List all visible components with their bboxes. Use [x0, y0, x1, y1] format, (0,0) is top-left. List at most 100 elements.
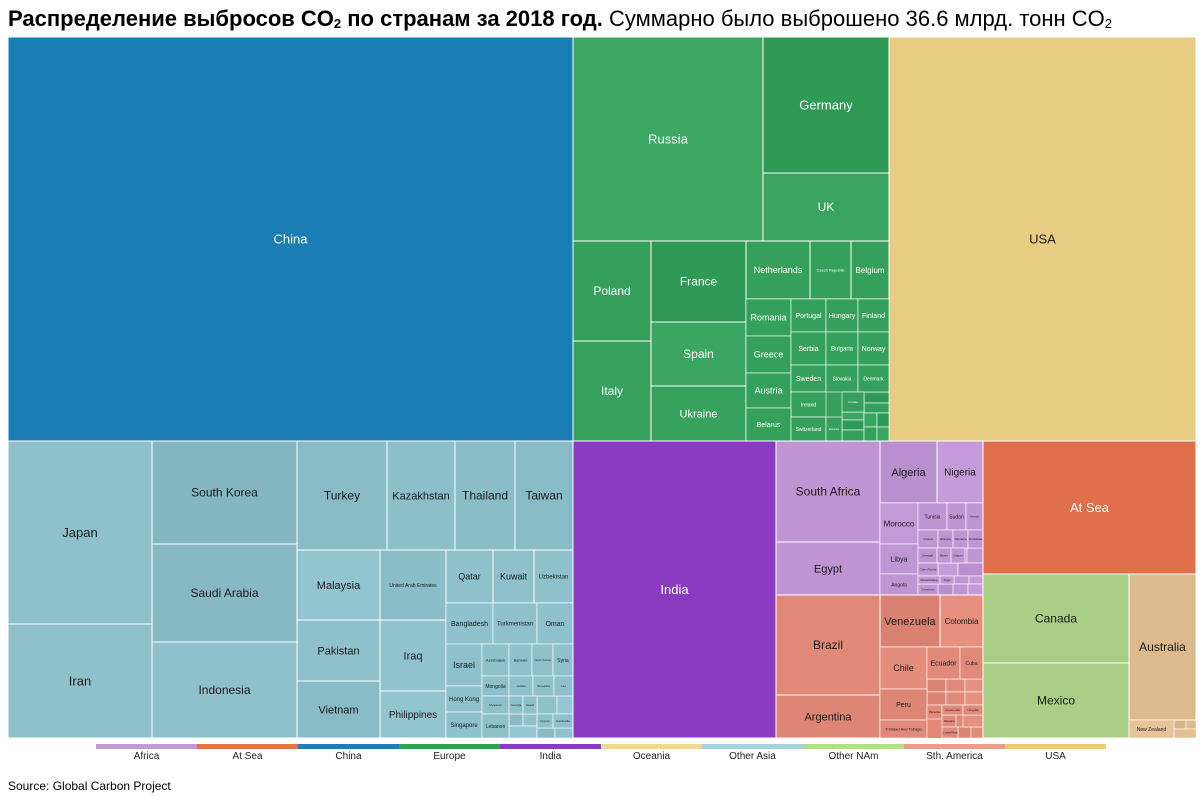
treemap-label-switzerland: Switzerland [796, 427, 822, 433]
treemap-label-oman: Oman [545, 621, 564, 628]
treemap-cell-australia [1128, 573, 1197, 721]
treemap-label-iran: Iran [69, 674, 91, 689]
treemap-minor-cell [556, 695, 574, 715]
treemap-minor-cell [957, 726, 972, 739]
treemap-label-norway: Norway [862, 346, 886, 353]
treemap-label-guatemala: Guatemala [945, 708, 960, 712]
treemap-label-malaysia: Malaysia [317, 580, 361, 592]
treemap-minor-cell [957, 562, 984, 577]
treemap-label-nepal: Nepal [526, 703, 534, 707]
treemap-label-ecuador: Ecuador [930, 660, 957, 667]
treemap-label-romania: Romania [750, 313, 786, 323]
treemap-label-poland: Poland [593, 284, 630, 298]
treemap-minor-cell [536, 727, 556, 739]
treemap-minor-cell [967, 583, 984, 596]
legend-label-india: India [540, 751, 562, 762]
treemap-cell-russia [572, 36, 764, 242]
treemap-minor-cell [926, 678, 947, 693]
treemap-label-lao: Lao [561, 684, 566, 688]
treemap-label-hungary: Hungary [829, 313, 856, 320]
treemap-label-south-africa: South Africa [796, 485, 861, 499]
treemap-label-cambodia: Cambodia [556, 719, 570, 723]
treemap-label-thailand: Thailand [462, 489, 508, 503]
treemap-cell-singapore [445, 711, 483, 739]
treemap-minor-cell [953, 575, 970, 585]
treemap-cell-spain [650, 321, 747, 387]
treemap-label-gabon: Gabon [953, 554, 962, 558]
treemap-label-sweden: Sweden [796, 376, 821, 383]
treemap-label-uruguay: Uruguay [967, 708, 979, 712]
treemap-cell-trinidad-and-tobago [879, 719, 928, 739]
treemap-label-austria: Austria [754, 386, 782, 396]
treemap-label-georgia: Georgia [511, 703, 522, 707]
legend-label-other-nam: Other NAm [828, 751, 878, 762]
treemap-label-new-zealand: New Zealand [1137, 727, 1167, 733]
treemap-label-myanmar: Myanmar [489, 703, 502, 707]
treemap-label-ukraine: Ukraine [680, 408, 718, 420]
treemap-label-tanzania: Tanzania [954, 537, 966, 541]
treemap-label-egypt: Egypt [814, 563, 842, 575]
treemap-label-tunisia: Tunisia [925, 514, 941, 520]
treemap-minor-cell [841, 419, 865, 431]
treemap-cell-serbia [790, 331, 827, 366]
treemap-label-philippines: Philippines [389, 710, 437, 721]
source-note: Source: Global Carbon Project [8, 779, 171, 793]
treemap-cell-lebanon [481, 713, 510, 739]
title-normal-part: Суммарно было выброшено 36.6 млрд. тонн … [602, 6, 1105, 31]
legend-label-sth-america: Sth. America [926, 751, 983, 762]
treemap-cell-mexico [982, 662, 1130, 739]
legend-label-africa: Africa [134, 751, 160, 762]
treemap-label-brazil: Brazil [813, 638, 843, 652]
treemap-label-estonia: Estonia [829, 427, 839, 431]
treemap-label-greece: Greece [754, 350, 784, 360]
treemap-cell-uzbekistan [533, 549, 574, 604]
treemap-cell-indonesia [151, 641, 298, 739]
legend-label-oceania: Oceania [633, 751, 671, 762]
treemap-minor-cell [964, 691, 984, 706]
treemap-label-chile: Chile [893, 663, 914, 673]
treemap-label-russia: Russia [648, 132, 689, 147]
treemap-cell-finland [857, 298, 890, 333]
treemap-label-united-arab-emirates: United Arab Emirates [389, 583, 437, 589]
legend-label-china: China [335, 751, 362, 762]
treemap-minor-cell [841, 411, 865, 421]
treemap-label-sri-lanka: Sri Lanka [537, 684, 550, 688]
treemap-label-north-korea: North Korea [534, 658, 551, 662]
treemap-label-singapore: Singapore [450, 723, 478, 729]
treemap-cell-vietnam [296, 680, 381, 739]
treemap-label-syria: Syria [557, 658, 569, 664]
treemap-minor-cell [863, 402, 890, 414]
treemap-cell-togo [939, 575, 955, 585]
treemap-label-croatia: Croatia [848, 400, 858, 404]
treemap-label-usa: USA [1029, 232, 1056, 247]
treemap-minor-cell [863, 426, 878, 442]
treemap-label-libya: Libya [891, 556, 908, 563]
treemap-minor-cell [926, 691, 947, 706]
treemap-cell-ecuador [926, 646, 961, 680]
treemap-label-pakistan: Pakistan [317, 645, 359, 657]
treemap-label-bulgaria: Bulgaria [831, 347, 854, 353]
treemap-label-azerbaijan: Azerbaijan [486, 657, 505, 662]
chart-title: Распределение выбросов CO2 по странам за… [8, 4, 1198, 34]
treemap-label-serbia: Serbia [798, 346, 818, 353]
treemap-cell-austria [745, 372, 792, 409]
treemap-label-morocco: Morocco [884, 519, 915, 528]
treemap-minor-cell [962, 714, 984, 728]
treemap-cell-bangladesh [445, 602, 494, 645]
treemap-cell-netherlands [745, 240, 811, 300]
legend-swatch-oceania [601, 744, 702, 749]
treemap-label-trinidad-and-tobago: Trinidad And Tobago [885, 726, 922, 731]
treemap-label-cote-d-ivoire: Cote d'Ivoire [920, 568, 937, 572]
treemap-cell-iran [7, 623, 153, 739]
treemap-chart: China USA Russia Germany UK Poland Italy France… [7, 36, 1197, 739]
treemap-cell-israel [445, 643, 483, 687]
treemap-cell-ukraine [650, 385, 747, 442]
treemap-minor-cell [1185, 719, 1197, 730]
treemap-minor-cell [966, 547, 984, 564]
treemap-label-colombia: Colombia [945, 617, 979, 626]
treemap-cell-hungary [825, 298, 859, 333]
treemap-cell-south-korea [151, 440, 298, 545]
treemap-label-mozambique: Mozambique [920, 578, 938, 582]
treemap-cell-uk [762, 172, 890, 242]
treemap-label-mongolia: Mongolia [485, 684, 506, 690]
